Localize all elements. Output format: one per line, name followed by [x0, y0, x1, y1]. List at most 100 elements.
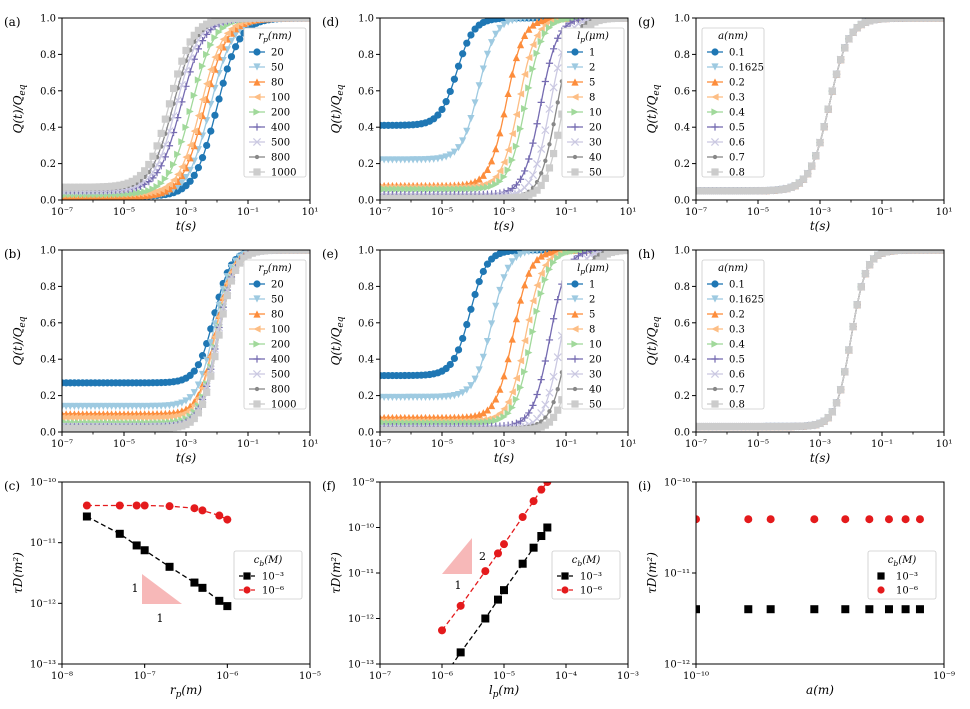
data-point	[442, 185, 450, 193]
data-point	[388, 426, 396, 432]
panel-label: (e)	[322, 247, 338, 261]
data-point	[849, 322, 857, 331]
data-point	[380, 156, 384, 164]
data-point	[572, 386, 578, 392]
data-point	[74, 413, 83, 422]
legend-title: lp(μm)	[577, 31, 609, 44]
data-point	[454, 194, 463, 200]
data-point	[886, 18, 894, 22]
data-point	[170, 182, 178, 190]
data-point	[236, 18, 244, 22]
data-point	[256, 18, 264, 22]
data-point	[450, 354, 458, 363]
data-point	[207, 65, 215, 74]
data-point	[571, 325, 579, 333]
data-point	[198, 95, 207, 104]
data-point	[232, 266, 240, 274]
legend-label: 0.8	[729, 400, 745, 411]
data-point	[534, 250, 540, 255]
data-point	[471, 426, 479, 432]
data-point	[79, 424, 87, 432]
data-point	[281, 250, 289, 254]
data-point	[555, 100, 560, 105]
legend-label: 0.8	[729, 168, 745, 179]
data-point	[174, 170, 182, 178]
panel-c: 10⁻⁸ 10⁻⁷ 10⁻⁶ 10⁻⁵ 10⁻¹³ 10⁻¹² 10⁻¹¹ 10⁻¹⁰ rp(m…	[4, 478, 321, 701]
data-point	[500, 372, 508, 380]
data-point	[132, 424, 140, 432]
data-point	[190, 91, 198, 99]
data-point	[543, 158, 548, 163]
legend-label: 800	[271, 385, 290, 396]
data-point	[525, 191, 533, 199]
data-point	[571, 340, 579, 348]
data-point	[174, 70, 182, 78]
data-point	[87, 183, 95, 191]
data-point	[866, 18, 874, 25]
x-tick-label: 10⁻³	[809, 207, 831, 218]
data-point	[866, 261, 874, 269]
data-point	[561, 572, 569, 580]
legend-label: 20	[589, 123, 602, 134]
data-point	[808, 162, 816, 170]
series-1	[438, 482, 552, 635]
data-point	[537, 532, 546, 541]
data-point	[132, 189, 140, 197]
data-point	[145, 160, 153, 169]
data-point	[603, 250, 611, 258]
data-point	[194, 76, 202, 84]
legend-label: 0.3	[729, 93, 745, 104]
data-point	[479, 65, 487, 73]
data-point	[488, 157, 496, 165]
data-point	[541, 77, 549, 86]
data-point	[136, 171, 145, 180]
data-point	[704, 187, 712, 195]
data-point	[306, 18, 310, 22]
data-point	[253, 295, 261, 303]
data-point	[141, 424, 149, 432]
y-axis-label: Q(t)/Qeq	[645, 84, 662, 133]
legend-label: 0.6	[729, 370, 745, 381]
data-point	[488, 320, 496, 328]
data-point	[508, 184, 516, 193]
data-point	[711, 48, 719, 56]
data-point	[207, 372, 215, 380]
data-point	[746, 422, 754, 431]
data-point	[500, 173, 508, 181]
data-point	[837, 386, 845, 394]
data-point	[746, 187, 754, 195]
data-point	[899, 250, 907, 254]
legend-label: 10	[589, 340, 602, 351]
data-point	[508, 70, 516, 78]
data-point	[810, 605, 819, 614]
legend-title: rp(nm)	[258, 31, 291, 44]
legend-label: 100	[271, 93, 290, 104]
data-point	[198, 23, 207, 31]
data-point	[438, 419, 446, 427]
data-point	[533, 390, 541, 399]
data-point	[488, 401, 496, 410]
data-point	[717, 422, 725, 431]
data-point	[612, 18, 620, 22]
data-point	[545, 59, 554, 67]
y-axis-label: τD(m²)	[645, 552, 659, 594]
x-axis-label: t(s)	[494, 451, 515, 465]
data-point	[533, 49, 541, 57]
data-point	[571, 400, 579, 408]
data-point	[547, 142, 552, 147]
y-tick-label: 1.0	[358, 246, 374, 257]
data-point	[223, 18, 231, 23]
data-point	[504, 18, 512, 26]
data-point	[571, 280, 579, 288]
data-point	[260, 250, 269, 255]
data-point	[849, 28, 857, 36]
data-point	[932, 250, 940, 254]
x-tick-label: 10⁻³	[493, 207, 515, 218]
legend-label: 50	[589, 400, 602, 411]
data-point	[388, 185, 396, 193]
data-point	[529, 497, 538, 506]
legend-title: cb(M)	[572, 555, 601, 568]
data-point	[253, 93, 261, 101]
data-point	[549, 372, 558, 381]
legend-label: 50	[271, 295, 284, 306]
